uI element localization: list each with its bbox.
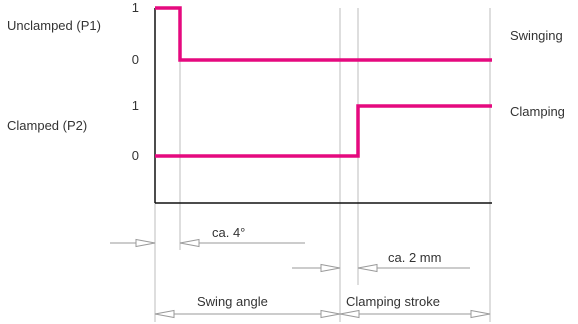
- dim-arrow-swing-offset-right: [179, 238, 200, 248]
- signal-trace-p2: [155, 104, 492, 158]
- swing-angle-label: Swing angle: [197, 294, 268, 309]
- dim-arrow-stroke-offset-left: [320, 263, 341, 273]
- stroke-offset-label: ca. 2 mm: [388, 250, 441, 265]
- p2-signal-label: Clamped (P2): [7, 118, 87, 133]
- p1-signal-label: Unclamped (P1): [7, 18, 101, 33]
- p1-state-label: Swinging: [510, 28, 563, 43]
- p1-level-high: 1: [132, 0, 139, 15]
- dim-arrow-stroke-offset-right: [357, 263, 378, 273]
- p2-state-label: Clamping: [510, 104, 565, 119]
- p1-level-low: 0: [132, 52, 139, 67]
- p2-level-high: 1: [132, 98, 139, 113]
- dim-arrow-swing-offset-left: [135, 238, 156, 248]
- dim-arrow-swing-angle-right: [320, 309, 341, 319]
- dim-arrow-clamping-stroke-right: [470, 309, 491, 319]
- dim-arrow-clamping-stroke-left: [339, 309, 360, 319]
- swing-offset-label: ca. 4°: [212, 225, 245, 240]
- clamping-stroke-label: Clamping stroke: [346, 294, 440, 309]
- dim-arrow-swing-angle-left: [154, 309, 175, 319]
- signal-trace-p1: [155, 6, 492, 62]
- p2-level-low: 0: [132, 148, 139, 163]
